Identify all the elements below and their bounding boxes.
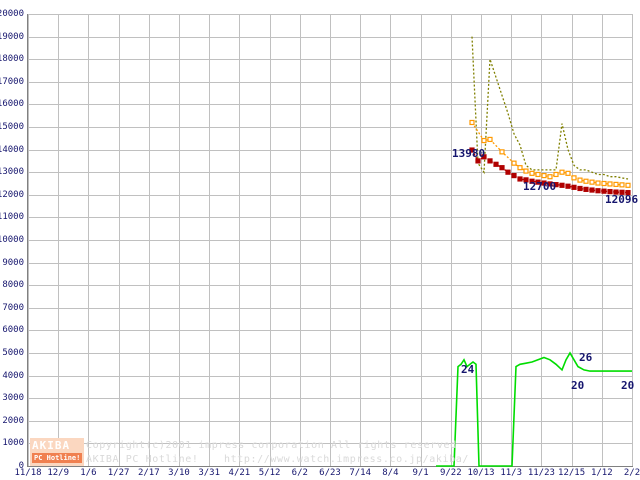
x-axis-tick-label: 1/12 <box>590 468 613 478</box>
y-axis-tick-label: 19000 <box>0 31 24 42</box>
x-axis-tick-label: 12/9 <box>47 468 70 478</box>
plot-area <box>28 14 633 467</box>
gridline-vertical <box>88 14 90 466</box>
x-axis-tick-label: 2/17 <box>137 468 160 478</box>
y-axis-tick-label: 9000 <box>2 257 24 268</box>
y-axis-tick-label: 13000 <box>0 167 24 178</box>
x-axis-tick-label: 8/4 <box>382 468 399 478</box>
y-axis-tick-label: 2000 <box>2 415 24 426</box>
min-end-label: 12096 <box>605 193 639 206</box>
gridline-vertical <box>601 14 603 466</box>
x-axis-tick-label: 4/21 <box>228 468 251 478</box>
y-axis-tick-label: 15000 <box>0 122 24 132</box>
gridline-vertical <box>209 14 211 466</box>
x-axis-tick-label: 6/2 <box>291 468 308 478</box>
gridline-vertical <box>571 14 573 466</box>
x-axis-tick-label: 5/12 <box>258 468 281 478</box>
y-axis-tick-label: 8000 <box>2 280 24 291</box>
gridline-vertical <box>541 14 543 466</box>
x-axis-tick-label: 2/2 <box>623 468 640 478</box>
y-axis-tick-label: 20000 <box>0 9 24 19</box>
x-axis-tick-label: 9/22 <box>439 468 462 478</box>
x-axis-tick-label: 3/10 <box>168 468 190 478</box>
gridline-vertical <box>58 14 60 466</box>
min-mid-label: 12700 <box>523 180 557 193</box>
x-axis-tick-label: 12/15 <box>558 468 586 478</box>
x-axis-tick-label: 1/27 <box>107 468 130 478</box>
y-axis-tick-label: 14000 <box>0 144 24 155</box>
count-label-26: 26 <box>579 351 593 364</box>
gridline-vertical <box>269 14 271 466</box>
y-axis-line <box>27 14 28 467</box>
y-axis-tick-label: 12000 <box>0 189 24 200</box>
y-axis-tick-label: 0 <box>18 461 24 471</box>
akiba-logo: AKIBA PC Hotline! <box>30 438 84 466</box>
watermark-url: http://www.watch.impress.co.jp/akiba/ <box>224 454 469 465</box>
count-label-24: 24 <box>461 363 475 376</box>
akiba-logo-subtitle: PC Hotline! <box>32 453 83 463</box>
gridline-vertical <box>28 14 29 466</box>
gridline-vertical <box>118 14 120 466</box>
x-axis-tick-label: 7/14 <box>349 468 372 478</box>
y-axis-tick-label: 3000 <box>2 393 24 404</box>
x-axis-tick-label: 3/31 <box>198 468 221 478</box>
x-axis-tick-label: 11/3 <box>500 468 523 478</box>
gridline-vertical <box>330 14 331 466</box>
y-axis-tick-label: 5000 <box>2 348 24 358</box>
y-axis-tick-label: 4000 <box>2 370 24 381</box>
gridline-vertical <box>632 14 633 466</box>
gridline-vertical <box>481 14 482 466</box>
y-axis-tick-label: 7000 <box>2 302 24 313</box>
watermark-copyright: Copyright(c)2001 impress corporation All… <box>86 440 457 451</box>
count-label-20a: 20 <box>571 379 585 392</box>
x-axis-tick-label: 9/1 <box>412 468 429 478</box>
gridline-vertical <box>299 14 301 466</box>
gridline-vertical <box>360 14 362 466</box>
gridline-vertical <box>179 14 180 466</box>
x-axis-tick-label: 11/18 <box>14 468 42 478</box>
x-axis-tick-label: 11/23 <box>527 468 555 478</box>
x-axis-tick-label: 10/13 <box>467 468 495 478</box>
y-axis-tick-label: 6000 <box>2 325 24 336</box>
y-axis-labels: 2000019000180001700016000150001400013000… <box>0 0 26 480</box>
y-axis-tick-label: 11000 <box>0 212 24 223</box>
gridline-vertical <box>390 14 392 466</box>
gridline-vertical <box>511 14 513 466</box>
gridline-vertical <box>148 14 150 466</box>
gridline-vertical <box>239 14 241 466</box>
x-axis-tick-label: 1/6 <box>80 468 97 478</box>
watermark-brand: AKIBA PC Hotline! <box>86 454 199 465</box>
akiba-logo-title: AKIBA <box>32 439 71 452</box>
min-start-label: 13980 <box>452 147 486 160</box>
gridline-vertical <box>420 14 422 466</box>
x-axis-tick-label: 6/23 <box>319 468 341 478</box>
y-axis-tick-label: 17000 <box>0 76 24 87</box>
count-label-20b: 20 <box>621 379 635 392</box>
x-axis-line <box>27 466 633 467</box>
y-axis-tick-label: 16000 <box>0 99 24 110</box>
y-axis-tick-label: 18000 <box>0 54 24 65</box>
y-axis-tick-label: 1000 <box>2 438 24 449</box>
gridline-vertical <box>450 14 452 466</box>
